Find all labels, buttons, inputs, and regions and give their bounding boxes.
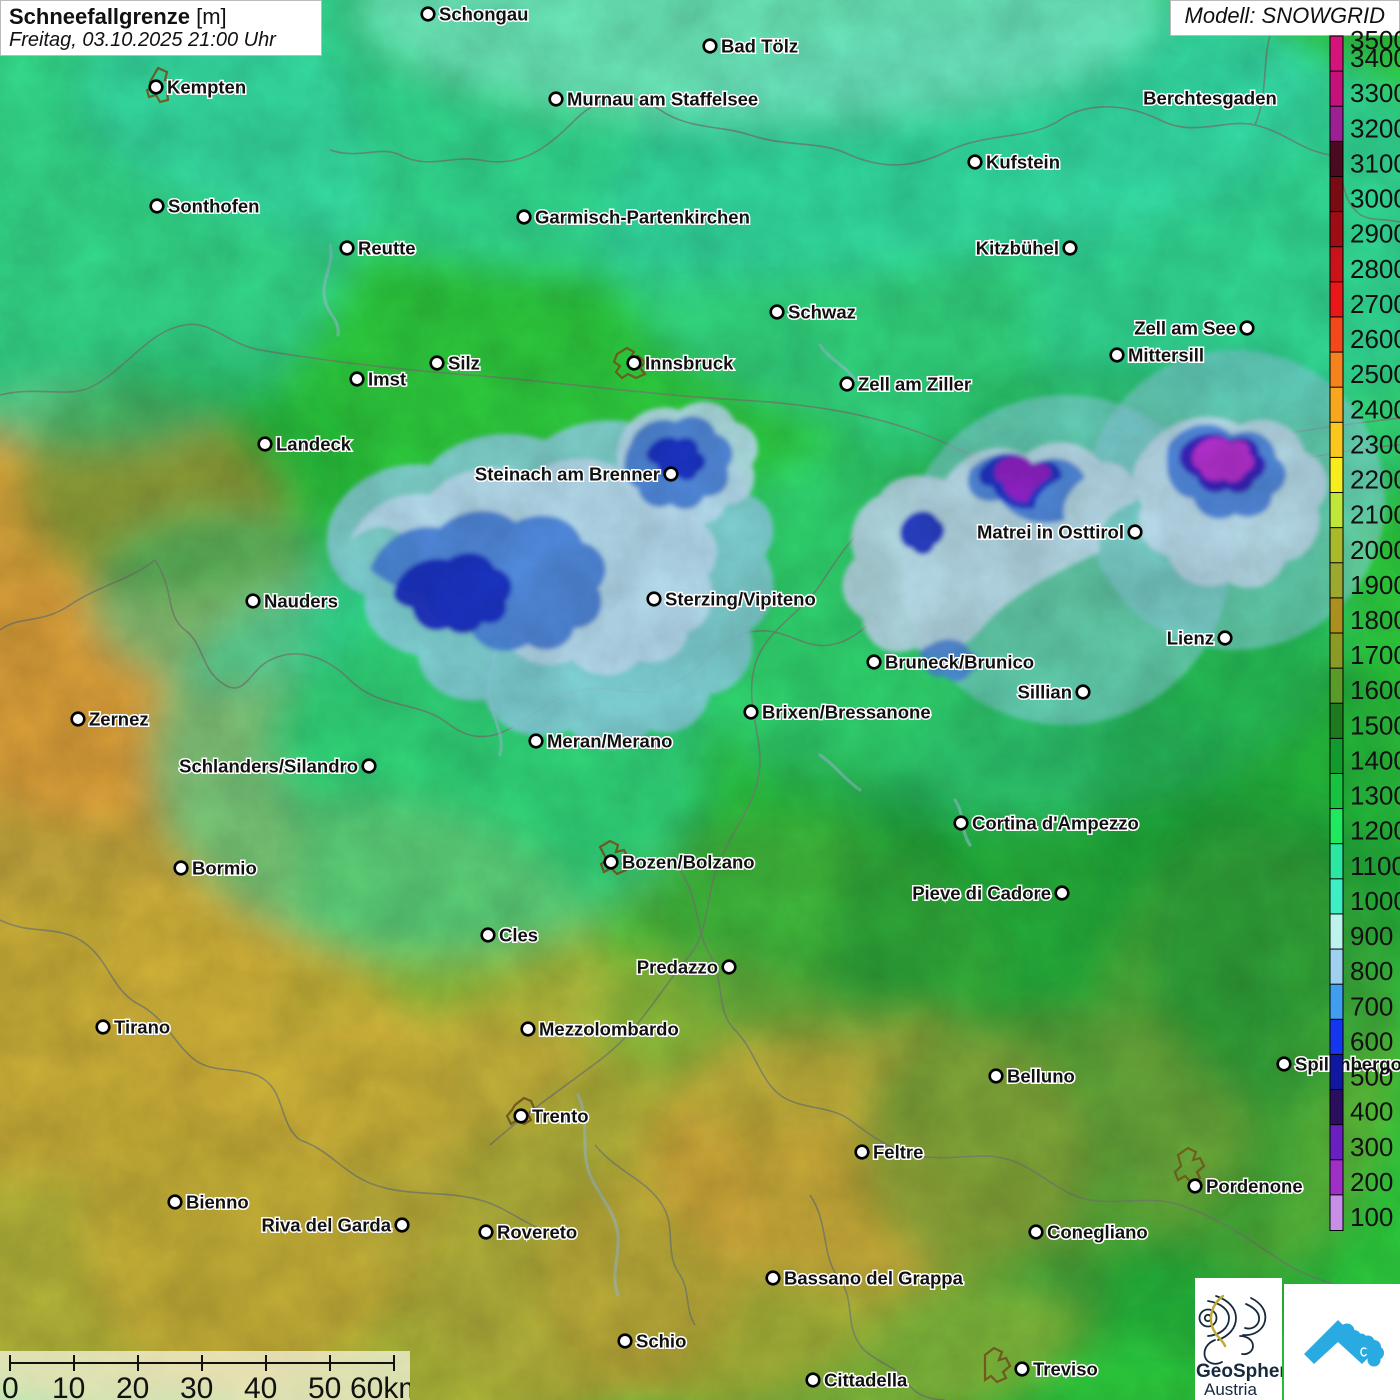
svg-text:3000: 3000 xyxy=(1350,184,1400,214)
svg-text:Austria: Austria xyxy=(1204,1380,1257,1399)
svg-text:2900: 2900 xyxy=(1350,219,1400,249)
svg-text:GeoSphere: GeoSphere xyxy=(1196,1361,1282,1382)
svg-text:1000: 1000 xyxy=(1350,886,1400,916)
svg-text:2400: 2400 xyxy=(1350,394,1400,424)
svg-text:3400: 3400 xyxy=(1350,43,1400,73)
svg-text:3100: 3100 xyxy=(1350,148,1400,178)
svg-text:40: 40 xyxy=(244,1372,277,1400)
svg-text:2100: 2100 xyxy=(1350,500,1400,530)
svg-text:20: 20 xyxy=(116,1372,149,1400)
svg-text:2300: 2300 xyxy=(1350,429,1400,459)
svg-text:2500: 2500 xyxy=(1350,359,1400,389)
svg-text:2600: 2600 xyxy=(1350,324,1400,354)
svg-text:1900: 1900 xyxy=(1350,570,1400,600)
svg-text:300: 300 xyxy=(1350,1132,1393,1162)
svg-text:900: 900 xyxy=(1350,921,1393,951)
svg-text:1300: 1300 xyxy=(1350,781,1400,811)
svg-text:60km: 60km xyxy=(350,1372,410,1400)
svg-text:2000: 2000 xyxy=(1350,535,1400,565)
svg-text:1400: 1400 xyxy=(1350,745,1400,775)
svg-text:2200: 2200 xyxy=(1350,465,1400,495)
svg-text:0: 0 xyxy=(2,1372,19,1400)
svg-text:1700: 1700 xyxy=(1350,640,1400,670)
svg-text:1100: 1100 xyxy=(1350,851,1400,881)
svg-text:2700: 2700 xyxy=(1350,289,1400,319)
svg-text:2800: 2800 xyxy=(1350,254,1400,284)
svg-text:1800: 1800 xyxy=(1350,605,1400,635)
svg-text:1600: 1600 xyxy=(1350,675,1400,705)
svg-text:1200: 1200 xyxy=(1350,816,1400,846)
svg-text:600: 600 xyxy=(1350,1026,1393,1056)
svg-text:30: 30 xyxy=(180,1372,213,1400)
svg-text:700: 700 xyxy=(1350,991,1393,1021)
svg-text:500: 500 xyxy=(1350,1062,1393,1092)
svg-text:50: 50 xyxy=(308,1372,341,1400)
svg-text:400: 400 xyxy=(1350,1097,1393,1127)
svg-text:10: 10 xyxy=(52,1372,85,1400)
svg-text:200: 200 xyxy=(1350,1167,1393,1197)
svg-text:800: 800 xyxy=(1350,956,1393,986)
svg-text:1500: 1500 xyxy=(1350,710,1400,740)
svg-text:3200: 3200 xyxy=(1350,113,1400,143)
svg-text:100: 100 xyxy=(1350,1202,1393,1232)
svg-text:3300: 3300 xyxy=(1350,78,1400,108)
